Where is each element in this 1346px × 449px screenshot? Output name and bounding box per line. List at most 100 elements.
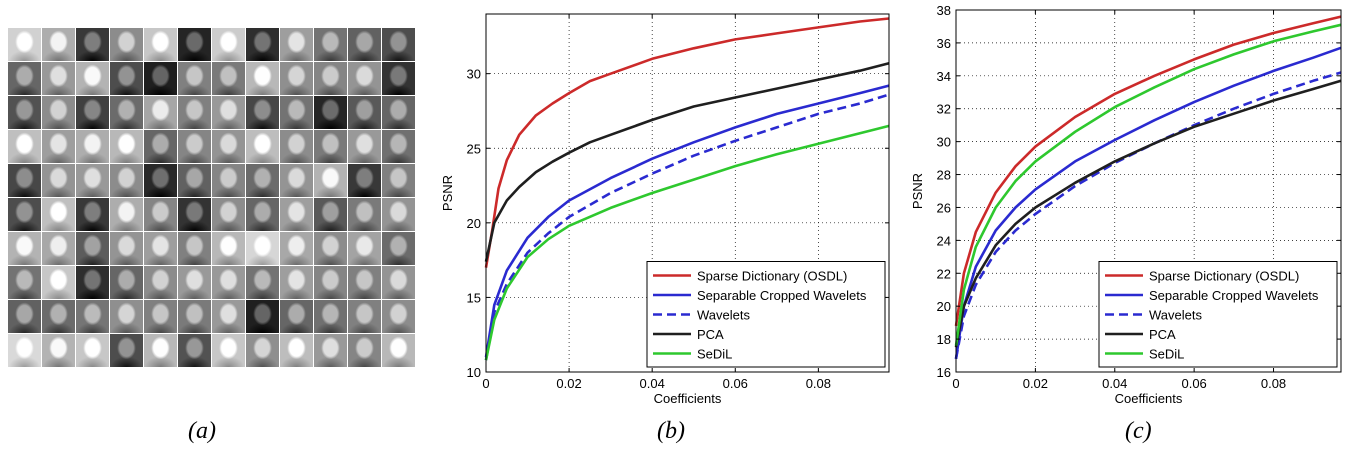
dictionary-atom-tile — [144, 96, 177, 129]
series-line — [484, 124, 890, 361]
dictionary-atom-tile — [110, 28, 143, 61]
dictionary-atom-tile — [348, 198, 381, 231]
dictionary-atom-tile — [144, 62, 177, 95]
dictionary-atom-tile — [76, 334, 109, 367]
y-tick-label: 32 — [937, 102, 951, 117]
dictionary-atom-tile — [144, 28, 177, 61]
dictionary-atom-tile — [280, 334, 313, 367]
dictionary-atom-tile — [382, 96, 415, 129]
y-tick-label: 22 — [937, 266, 951, 281]
dictionary-atom-tile — [178, 232, 211, 265]
dictionary-atom-tile — [178, 96, 211, 129]
dictionary-atom-tile — [382, 62, 415, 95]
dictionary-atom-tile — [110, 130, 143, 163]
dictionary-atom-tile — [348, 232, 381, 265]
dictionary-atom-tile — [144, 232, 177, 265]
dictionary-atom-tile — [144, 198, 177, 231]
dictionary-atom-tile — [178, 164, 211, 197]
dictionary-atom-tile — [110, 62, 143, 95]
dictionary-atom-tile — [110, 300, 143, 333]
x-tick-label: 0.08 — [806, 376, 831, 391]
dictionary-atom-tile — [280, 28, 313, 61]
dictionary-atom-tile — [178, 334, 211, 367]
y-tick-label: 38 — [937, 3, 951, 18]
dictionary-atoms-grid — [8, 28, 416, 368]
dictionary-atom-tile — [76, 130, 109, 163]
series-line — [954, 79, 1342, 348]
caption-b: (b) — [657, 418, 685, 444]
legend-label: Wavelets — [697, 308, 750, 323]
dictionary-atom-tile — [42, 334, 75, 367]
x-tick-label: 0.02 — [1023, 376, 1048, 391]
legend-label: SeDiL — [697, 347, 732, 362]
dictionary-atom-tile — [178, 130, 211, 163]
dictionary-atom-tile — [212, 62, 245, 95]
legend-label: Wavelets — [1149, 308, 1202, 323]
dictionary-atom-tile — [8, 334, 41, 367]
dictionary-atom-tile — [314, 300, 347, 333]
legend-label: Separable Cropped Wavelets — [697, 288, 867, 303]
dictionary-atom-tile — [42, 266, 75, 299]
dictionary-atom-tile — [8, 266, 41, 299]
dictionary-atom-tile — [348, 266, 381, 299]
dictionary-atom-tile — [42, 62, 75, 95]
dictionary-atom-tile — [348, 62, 381, 95]
dictionary-atom-tile — [42, 300, 75, 333]
dictionary-atom-tile — [8, 62, 41, 95]
dictionary-atom-tile — [246, 62, 279, 95]
dictionary-atom-tile — [212, 164, 245, 197]
dictionary-atom-tile — [8, 198, 41, 231]
dictionary-atom-tile — [246, 266, 279, 299]
dictionary-atom-tile — [8, 96, 41, 129]
dictionary-atom-tile — [42, 198, 75, 231]
series-line — [484, 61, 890, 262]
dictionary-atom-tile — [212, 334, 245, 367]
y-tick-label: 26 — [937, 200, 951, 215]
dictionary-atom-tile — [8, 232, 41, 265]
x-tick-label: 0 — [952, 376, 959, 391]
series-line — [484, 17, 890, 268]
dictionary-atom-tile — [178, 198, 211, 231]
series-line — [954, 46, 1342, 359]
dictionary-atom-tile — [212, 300, 245, 333]
dictionary-atom-tile — [144, 334, 177, 367]
dictionary-atom-tile — [314, 334, 347, 367]
dictionary-atom-tile — [110, 266, 143, 299]
legend-label: Separable Cropped Wavelets — [1149, 288, 1319, 303]
dictionary-atom-tile — [110, 198, 143, 231]
dictionary-atom-tile — [314, 96, 347, 129]
y-tick-label: 36 — [937, 36, 951, 51]
dictionary-atom-tile — [178, 62, 211, 95]
dictionary-atom-tile — [348, 130, 381, 163]
dictionary-atom-tile — [212, 28, 245, 61]
y-tick-label: 34 — [937, 69, 951, 84]
dictionary-atom-tile — [280, 232, 313, 265]
dictionary-atom-tile — [382, 198, 415, 231]
x-tick-label: 0 — [482, 376, 489, 391]
dictionary-atom-tile — [76, 198, 109, 231]
dictionary-atom-tile — [382, 130, 415, 163]
dictionary-atom-tile — [144, 266, 177, 299]
dictionary-atom-tile — [110, 96, 143, 129]
dictionary-atom-tile — [8, 300, 41, 333]
dictionary-atom-tile — [110, 334, 143, 367]
dictionary-atom-tile — [246, 28, 279, 61]
series-line — [954, 71, 1342, 360]
dictionary-atom-tile — [110, 232, 143, 265]
dictionary-atom-tile — [76, 232, 109, 265]
dictionary-atom-tile — [348, 334, 381, 367]
dictionary-atom-tile — [212, 198, 245, 231]
dictionary-atom-tile — [42, 28, 75, 61]
dictionary-atom-tile — [212, 232, 245, 265]
series-line — [954, 23, 1342, 346]
y-tick-label: 20 — [937, 299, 951, 314]
x-tick-label: 0.06 — [1181, 376, 1206, 391]
x-tick-label: 0.06 — [723, 376, 748, 391]
x-tick-label: 0.02 — [556, 376, 581, 391]
dictionary-atom-tile — [212, 96, 245, 129]
dictionary-atom-tile — [314, 198, 347, 231]
dictionary-atom-tile — [42, 96, 75, 129]
series-line — [484, 93, 890, 361]
dictionary-atom-tile — [42, 130, 75, 163]
dictionary-atom-tile — [382, 300, 415, 333]
